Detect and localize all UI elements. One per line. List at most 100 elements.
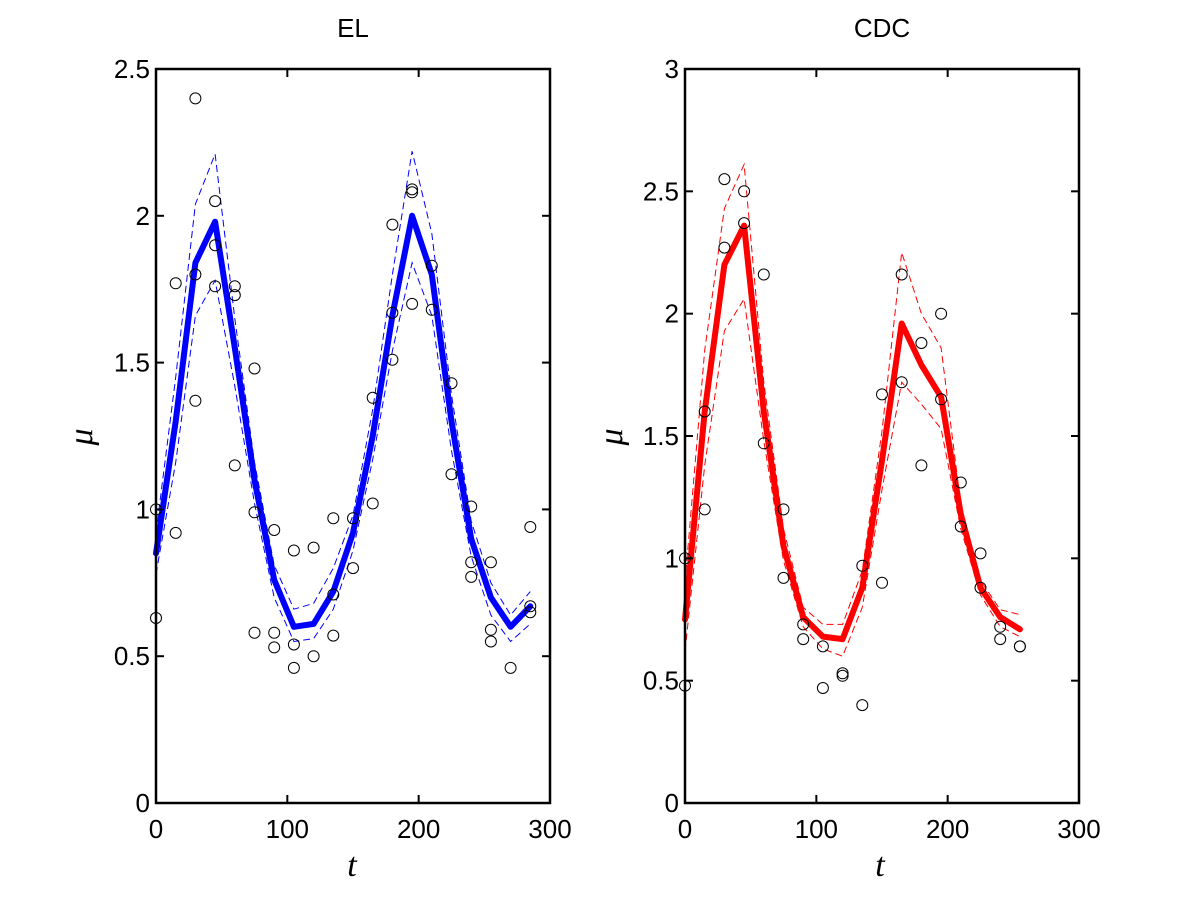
- el-observation-point: [524, 521, 537, 533]
- cdc-observation-point: [856, 699, 869, 712]
- el-observation-point: [445, 377, 458, 390]
- cdc-observation-point: [698, 503, 711, 516]
- cdc-observation-point: [935, 393, 948, 406]
- el-observation-point: [465, 500, 478, 513]
- el-observation-point: [484, 635, 497, 648]
- cdc-observation-point: [974, 581, 987, 594]
- el-observation-point: [386, 353, 399, 366]
- cdc-observation-point: [757, 437, 770, 450]
- cdc-observation-point: [718, 173, 731, 186]
- el-observation-point: [484, 623, 497, 636]
- el-observation-point: [406, 186, 419, 199]
- cdc-observation-point: [895, 268, 908, 281]
- cdc-y-tick-label: 0: [665, 788, 679, 818]
- el-observation-point: [347, 512, 359, 525]
- cdc-y-tick-label: 1.5: [643, 421, 679, 451]
- cdc-observation-point: [974, 547, 987, 560]
- cdc-observation-layer: [679, 173, 1026, 712]
- cdc-x-tick-label: 300: [1057, 814, 1100, 844]
- el-x-axis-label: t: [347, 847, 358, 884]
- el-axes: 0 100 200 300 0 0.5 1 1.5 2 2.5: [114, 54, 572, 844]
- el-observation-point: [386, 306, 399, 319]
- el-observation-point: [307, 541, 320, 554]
- cdc-observation-point: [718, 241, 731, 254]
- el-lower-bound-line: [155, 261, 531, 643]
- el-observation-point: [228, 280, 241, 293]
- el-upper-bound-line: [155, 151, 531, 616]
- cdc-observation-point: [954, 476, 967, 489]
- el-observation-point: [248, 362, 261, 375]
- el-observation-point: [327, 588, 340, 601]
- cdc-observation-point: [836, 667, 849, 680]
- el-observation-point: [209, 239, 222, 252]
- el-x-tick-label: 0: [149, 814, 163, 844]
- el-axes-box: [154, 67, 552, 805]
- el-observation-point: [524, 606, 537, 619]
- cdc-observation-point: [816, 640, 829, 653]
- cdc-y-tick-label: 2: [665, 299, 679, 329]
- cdc-lower-bound-line: [684, 297, 1021, 657]
- el-panel: 0 100 200 300 0 0.5 1 1.5 2 2.5 EL t μ: [63, 13, 572, 884]
- el-observation-point: [189, 92, 202, 105]
- cdc-observation-point: [1013, 640, 1026, 653]
- el-observation-layer: [150, 92, 537, 674]
- el-observation-point: [445, 468, 458, 481]
- el-observation-point: [504, 661, 517, 674]
- el-observation-point: [169, 526, 182, 539]
- el-y-axis-label: μ: [63, 428, 100, 446]
- cdc-axes-box: [683, 67, 1081, 805]
- el-observation-point: [248, 506, 261, 519]
- cdc-observation-point: [935, 307, 948, 320]
- el-observation-point: [228, 289, 241, 302]
- el-observation-point: [268, 524, 281, 536]
- el-y-tick-label: 1.5: [114, 348, 150, 378]
- cdc-observation-point: [915, 459, 928, 472]
- el-observation-point: [347, 562, 359, 575]
- cdc-observation-point: [698, 405, 711, 418]
- cdc-observation-point: [954, 520, 967, 533]
- cdc-axes: 0 100 200 300 0 0.5 1 1.5 2 2.5 3: [643, 54, 1101, 844]
- el-mean-line: [153, 212, 534, 630]
- el-observation-point: [524, 600, 537, 613]
- cdc-observation-point: [777, 571, 790, 584]
- el-observation-point: [248, 626, 261, 639]
- el-observation-point: [406, 183, 419, 196]
- el-observation-point: [465, 570, 478, 583]
- cdc-x-tick-label: 0: [678, 814, 692, 844]
- el-observation-point: [327, 629, 340, 642]
- cdc-observation-point: [895, 376, 908, 389]
- cdc-observation-point: [777, 503, 790, 516]
- el-x-tick-label: 300: [528, 814, 571, 844]
- el-observation-point: [209, 195, 222, 208]
- cdc-panel: 0 100 200 300 0 0.5 1 1.5 2 2.5 3 CDC t μ: [593, 13, 1101, 884]
- cdc-x-tick-label: 100: [795, 814, 838, 844]
- el-title: EL: [337, 13, 369, 43]
- el-observation-point: [287, 544, 300, 557]
- el-y-tick-label: 0.5: [114, 641, 150, 671]
- cdc-upper-bound-line: [684, 162, 1021, 625]
- el-observation-point: [189, 268, 202, 281]
- el-observation-point: [307, 650, 320, 663]
- el-observation-point: [366, 391, 379, 404]
- el-observation-point: [465, 556, 478, 569]
- cdc-observation-point: [738, 217, 751, 230]
- cdc-observation-point: [816, 682, 829, 694]
- el-observation-point: [268, 641, 281, 654]
- cdc-y-tick-label: 3: [665, 54, 679, 84]
- cdc-observation-point: [915, 337, 928, 349]
- el-y-tick-label: 2.5: [114, 54, 150, 84]
- el-observation-point: [268, 626, 281, 639]
- cdc-series-layer: [682, 162, 1023, 657]
- cdc-x-tick-label: 200: [926, 814, 969, 844]
- el-observation-point: [425, 259, 438, 272]
- cdc-y-tick-label: 2.5: [643, 176, 679, 206]
- cdc-observation-point: [876, 576, 888, 589]
- el-y-tick-label: 2: [136, 201, 150, 231]
- el-observation-point: [228, 459, 241, 472]
- cdc-observation-point: [856, 559, 869, 572]
- cdc-observation-point: [876, 388, 888, 401]
- el-observation-point: [366, 497, 379, 510]
- el-y-tick-label: 0: [136, 788, 150, 818]
- el-x-tick-label: 200: [397, 814, 440, 844]
